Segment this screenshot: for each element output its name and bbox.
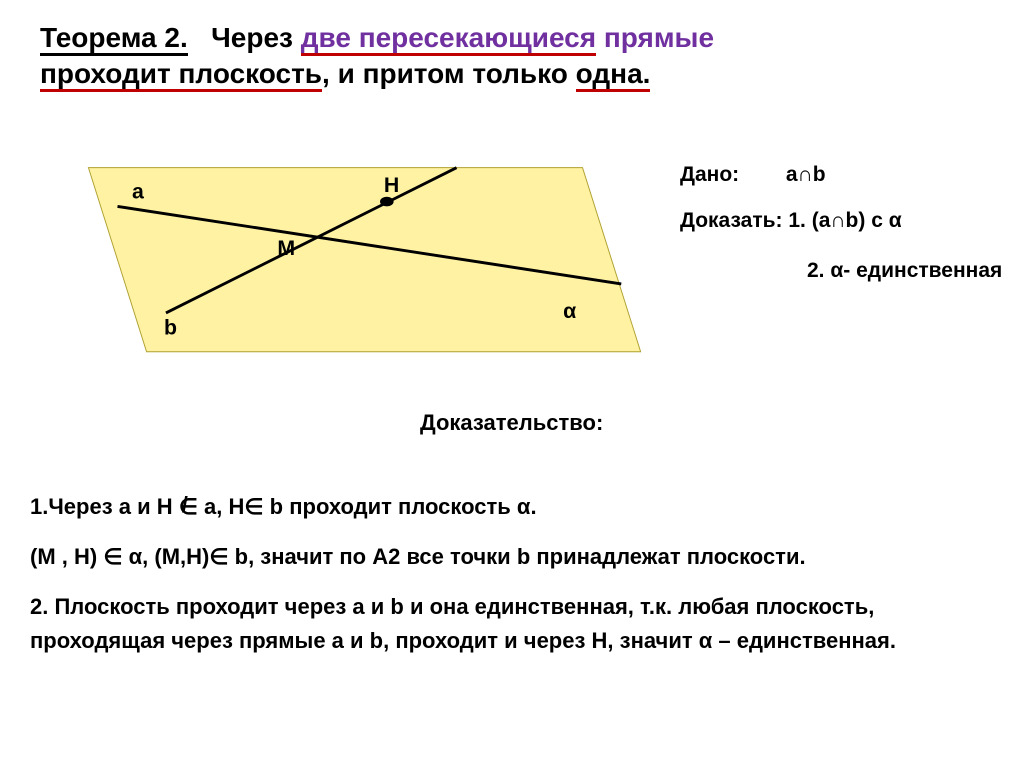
notin-symbol: ∈/	[179, 490, 198, 524]
prove-label: Доказать:	[680, 201, 783, 241]
given-block: Дано: a∩b Доказать: 1. (a∩b) c α 2. α- е…	[680, 155, 1002, 291]
title-part3: прямые	[596, 22, 714, 53]
label-a: a	[132, 180, 144, 204]
title-line2b: , и притом только	[322, 58, 576, 89]
theorem-label: Теорема 2.	[40, 22, 188, 56]
given-value: a∩b	[786, 163, 826, 186]
p2a: (М , Н)	[30, 544, 103, 569]
label-M: M	[277, 236, 295, 260]
in-symbol-2: ∈	[103, 544, 122, 569]
p1a: 1.Через а и Н	[30, 494, 179, 519]
label-H: Н	[384, 173, 399, 197]
p1b: а, Н	[198, 494, 244, 519]
p2b: α, (М,Н)	[123, 544, 210, 569]
theorem-title: Теорема 2. Через две пересекающиеся прям…	[40, 22, 980, 90]
title-line2a: проходит плоскость	[40, 58, 322, 92]
label-alpha: α	[563, 299, 576, 323]
proof-body: 1.Через а и Н ∈/ а, Н∈ b проходит плоско…	[30, 490, 1000, 674]
label-b: b	[164, 315, 177, 339]
title-part2: две пересекающиеся	[301, 22, 596, 56]
proof-line-3: 2. Плоскость проходит через а и b и она …	[30, 590, 1000, 658]
given-label: Дано:	[680, 155, 780, 195]
title-line2c: одна.	[576, 58, 651, 92]
point-H	[380, 197, 394, 207]
prove-1: 1. (a∩b) c α	[788, 209, 901, 232]
in-symbol-1: ∈	[244, 494, 263, 519]
prove-2: 2. α- единственная	[807, 251, 1002, 291]
p1c: b проходит плоскость α.	[264, 494, 537, 519]
title-part1: Через	[211, 22, 301, 53]
geometry-diagram: a b M Н α	[40, 115, 660, 385]
proof-heading: Доказательство:	[420, 410, 603, 436]
in-symbol-3: ∈	[209, 544, 228, 569]
proof-line-2: (М , Н) ∈ α, (М,Н)∈ b, значит по А2 все …	[30, 540, 1000, 574]
p2c: b, значит по А2 все точки b принадлежат …	[229, 544, 806, 569]
proof-line-1: 1.Через а и Н ∈/ а, Н∈ b проходит плоско…	[30, 490, 1000, 524]
